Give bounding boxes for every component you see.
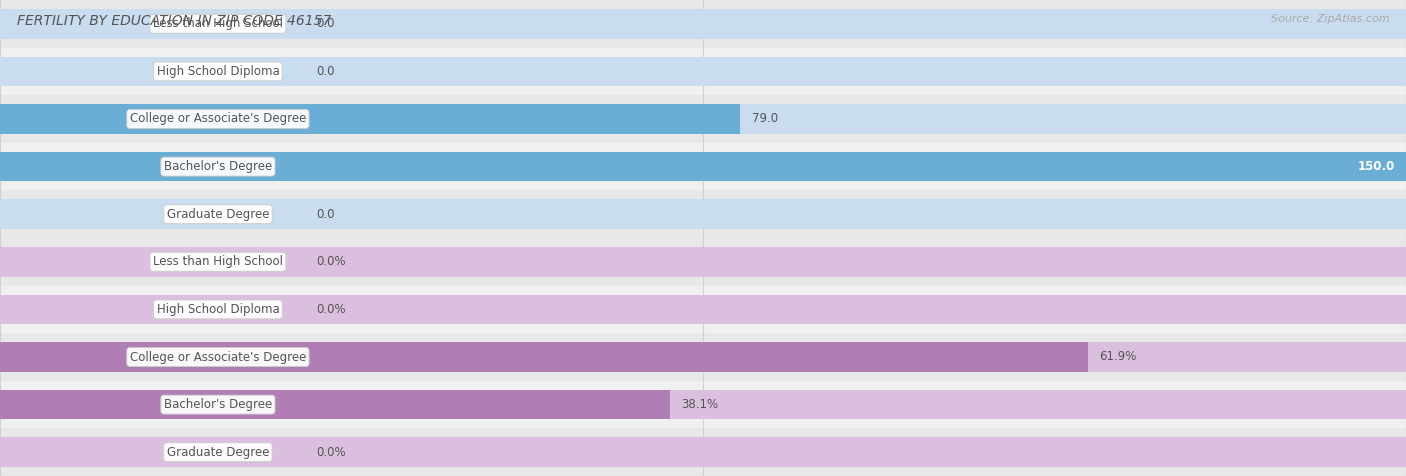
Bar (0, 9, 1406, 39)
Bar (0, 247, 1406, 277)
Text: High School Diploma: High School Diploma (156, 65, 280, 78)
Bar (0, 381, 1406, 428)
Bar (0, 342, 1088, 372)
Text: 0.0: 0.0 (316, 17, 335, 30)
Bar (0, 286, 1406, 333)
Text: Source: ZipAtlas.com: Source: ZipAtlas.com (1271, 14, 1389, 24)
Text: 0.0: 0.0 (316, 208, 335, 221)
Text: Graduate Degree: Graduate Degree (167, 446, 269, 459)
Text: 150.0: 150.0 (1358, 160, 1395, 173)
Bar (0, 390, 669, 419)
Text: 0.0%: 0.0% (316, 255, 346, 268)
Text: 0.0%: 0.0% (316, 446, 346, 459)
Text: High School Diploma: High School Diploma (156, 303, 280, 316)
Bar (0, 48, 1406, 95)
Bar (0, 390, 1406, 419)
Text: 61.9%: 61.9% (1099, 350, 1136, 364)
Text: Less than High School: Less than High School (153, 17, 283, 30)
Text: 0.0%: 0.0% (316, 303, 346, 316)
Text: Bachelor's Degree: Bachelor's Degree (165, 398, 271, 411)
Bar (0, 190, 1406, 238)
Text: Graduate Degree: Graduate Degree (167, 208, 269, 221)
Text: College or Associate's Degree: College or Associate's Degree (129, 350, 307, 364)
Bar (0, 95, 1406, 143)
Text: College or Associate's Degree: College or Associate's Degree (129, 112, 307, 126)
Bar (0, 152, 1406, 181)
Text: 38.1%: 38.1% (681, 398, 718, 411)
Bar (0, 0, 1406, 48)
Bar (0, 199, 1406, 229)
Bar (0, 143, 1406, 190)
Bar (0, 152, 1406, 181)
Bar (0, 104, 741, 134)
Text: Bachelor's Degree: Bachelor's Degree (165, 160, 271, 173)
Bar (0, 295, 1406, 324)
Text: FERTILITY BY EDUCATION IN ZIP CODE 46157: FERTILITY BY EDUCATION IN ZIP CODE 46157 (17, 14, 332, 28)
Text: Less than High School: Less than High School (153, 255, 283, 268)
Bar (0, 238, 1406, 286)
Bar (0, 342, 1406, 372)
Bar (0, 428, 1406, 476)
Text: 79.0: 79.0 (752, 112, 778, 126)
Bar (0, 104, 1406, 134)
Bar (0, 437, 1406, 467)
Text: 0.0: 0.0 (316, 65, 335, 78)
Bar (0, 333, 1406, 381)
Bar (0, 57, 1406, 86)
